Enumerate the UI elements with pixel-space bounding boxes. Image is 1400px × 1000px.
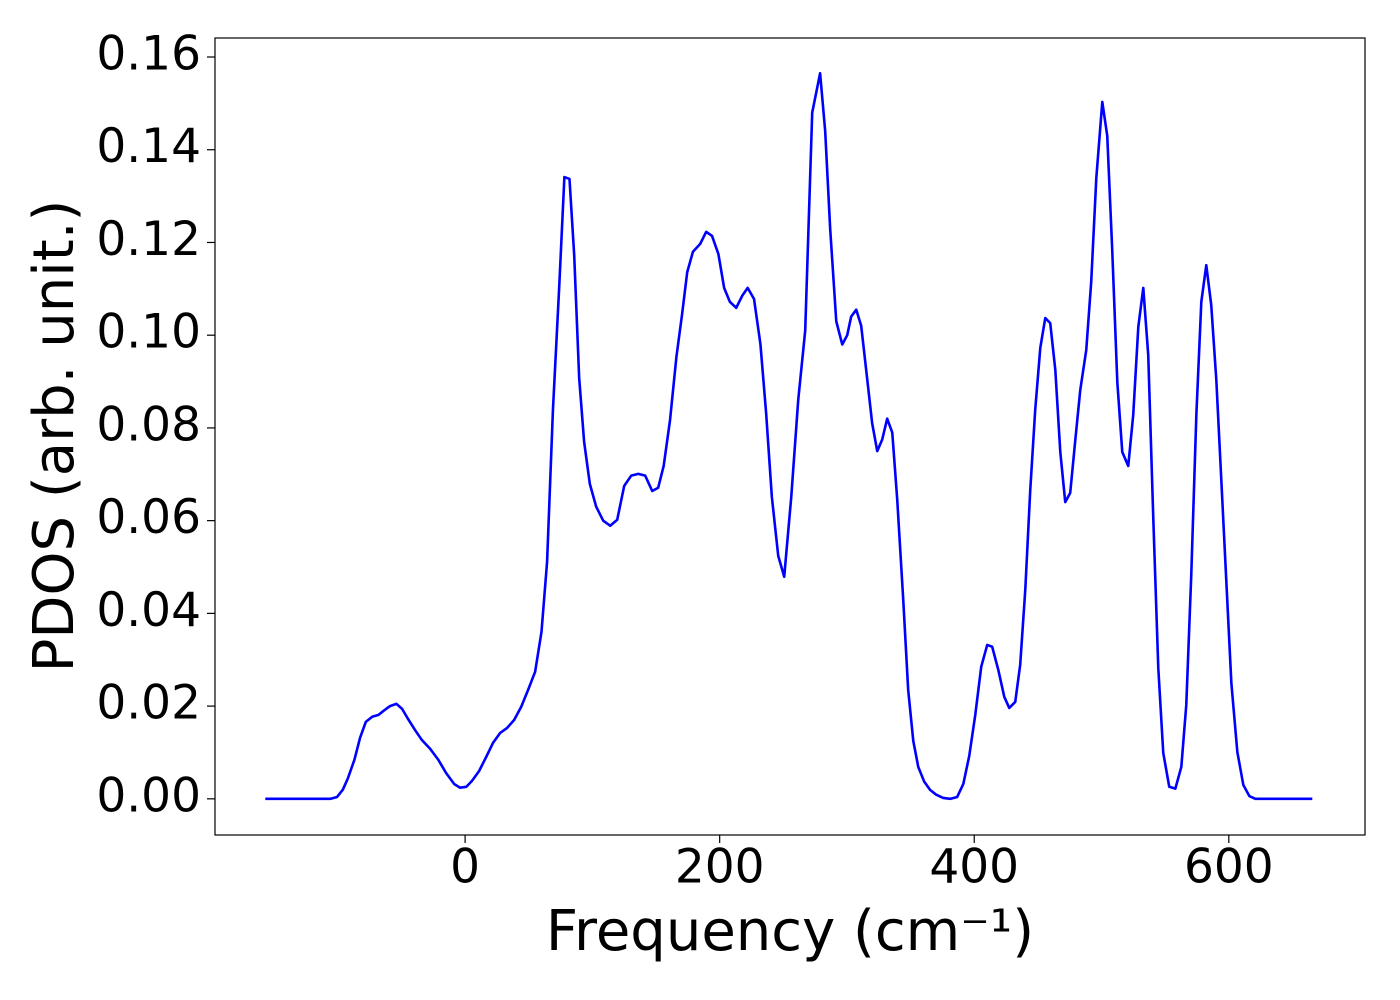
y-tick-label: 0.12 — [96, 212, 201, 267]
y-tick-label: 0.06 — [96, 490, 201, 545]
y-tick-label: 0.08 — [96, 397, 201, 452]
line-series — [265, 71, 1313, 801]
x-tick-label: 200 — [675, 840, 765, 895]
y-tick-label: 0.02 — [96, 676, 201, 731]
y-tick-label: 0.16 — [96, 27, 201, 82]
y-tick-label: 0.14 — [96, 119, 201, 174]
y-tick-label: 0.10 — [96, 305, 201, 360]
x-tick-label: 0 — [450, 840, 480, 895]
plot-frame — [214, 37, 1366, 836]
x-tick-label: 600 — [1184, 840, 1274, 895]
y-tick-label: 0.04 — [96, 583, 201, 638]
y-axis-label: PDOS (arb. unit.) — [22, 200, 87, 673]
y-tick-label: 0.00 — [96, 768, 201, 823]
x-axis-label: Frequency (cm⁻¹) — [546, 899, 1034, 964]
x-tick-label: 400 — [929, 840, 1019, 895]
